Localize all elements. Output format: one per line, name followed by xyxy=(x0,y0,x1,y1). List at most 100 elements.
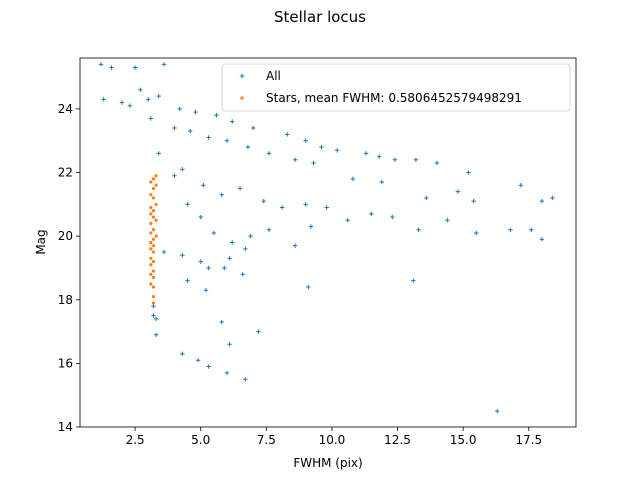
data-point-all xyxy=(151,313,156,318)
x-tick-label: 7.5 xyxy=(257,433,276,447)
legend-label-stars: Stars, mean FWHM: 0.5806452579498291 xyxy=(266,91,522,105)
data-point-all xyxy=(153,332,159,337)
data-point-all xyxy=(172,125,177,131)
data-point-all xyxy=(224,370,230,376)
data-point-star xyxy=(154,202,158,206)
data-point-all xyxy=(261,198,266,204)
data-point-all xyxy=(319,144,324,150)
data-point-all xyxy=(193,109,198,115)
data-point-all xyxy=(350,176,356,182)
data-point-star xyxy=(149,180,153,184)
data-point-all xyxy=(411,278,416,283)
data-point-all xyxy=(303,202,308,207)
data-point-star xyxy=(151,269,156,273)
data-point-all xyxy=(240,272,245,277)
data-point-all xyxy=(445,218,450,223)
data-point-all xyxy=(256,329,261,334)
data-point-all xyxy=(248,233,253,239)
data-point-star xyxy=(151,244,156,248)
y-tick-label: 22 xyxy=(58,166,73,180)
data-point-all xyxy=(180,253,185,258)
data-point-all xyxy=(127,103,133,108)
data-point-all xyxy=(416,227,421,232)
data-point-all xyxy=(334,148,340,153)
data-point-all xyxy=(311,160,316,166)
data-point-all xyxy=(203,288,209,293)
data-point-all xyxy=(206,265,211,271)
data-point-all xyxy=(224,138,230,143)
data-point-all xyxy=(211,230,217,236)
data-point-all xyxy=(369,211,374,217)
data-point-all xyxy=(279,205,285,210)
data-point-all xyxy=(161,62,167,67)
data-point-all xyxy=(539,237,545,242)
data-point-star xyxy=(149,212,153,216)
data-point-all xyxy=(198,214,203,220)
data-point-all xyxy=(146,97,151,102)
data-point-star xyxy=(149,263,153,267)
legend: All Stars, mean FWHM: 0.5806452579498291 xyxy=(221,63,571,112)
data-point-star xyxy=(151,237,156,241)
data-point-all xyxy=(101,97,106,102)
data-point-all xyxy=(266,227,272,232)
data-point-all xyxy=(156,93,161,99)
data-point-all xyxy=(466,170,471,175)
series-all xyxy=(98,62,555,414)
data-point-star xyxy=(149,193,153,197)
data-point-all xyxy=(471,198,476,204)
data-point-all xyxy=(243,246,248,252)
data-point-all xyxy=(495,408,500,414)
series-stars xyxy=(149,174,158,305)
axes-frame xyxy=(79,57,577,428)
y-tick-label: 20 xyxy=(58,229,73,243)
x-tick-label: 15.0 xyxy=(450,433,477,447)
data-point-all xyxy=(390,214,395,220)
data-point-star xyxy=(149,231,153,235)
data-point-all xyxy=(237,186,243,191)
data-point-all xyxy=(156,151,161,156)
data-point-all xyxy=(345,218,350,223)
data-point-all xyxy=(119,100,125,105)
data-point-star xyxy=(154,183,158,187)
y-tick-label: 14 xyxy=(58,420,73,434)
data-point-all xyxy=(148,116,154,121)
data-point-all xyxy=(251,125,256,131)
data-point-all xyxy=(455,189,461,194)
y-axis-label: Mag xyxy=(34,229,48,254)
chart-title: Stellar locus xyxy=(274,8,366,26)
y-tick-label: 16 xyxy=(58,356,73,370)
data-point-star xyxy=(151,275,156,280)
data-point-all xyxy=(201,183,206,188)
x-tick-label: 17.5 xyxy=(515,433,542,447)
data-point-all xyxy=(109,65,114,70)
data-point-all xyxy=(227,256,232,261)
data-point-star xyxy=(151,294,156,299)
data-point-all xyxy=(185,278,190,283)
data-point-all xyxy=(292,157,298,162)
data-point-star xyxy=(149,247,153,251)
data-point-all xyxy=(172,173,177,178)
data-point-all xyxy=(363,151,369,156)
legend-label-all: All xyxy=(266,69,281,83)
data-point-star xyxy=(149,240,153,245)
data-point-all xyxy=(180,351,185,357)
data-point-all xyxy=(151,303,156,309)
data-point-star xyxy=(151,186,156,191)
data-point-star xyxy=(149,221,153,226)
data-point-star xyxy=(149,256,153,261)
data-point-all xyxy=(308,224,314,229)
y-tick-label: 24 xyxy=(58,102,73,116)
x-axis: 2.5 5.0 7.5 10.0 12.5 15.0 17.5 xyxy=(126,427,542,447)
data-point-all xyxy=(206,135,211,140)
data-point-all xyxy=(324,205,329,210)
data-point-all xyxy=(529,227,534,232)
data-point-all xyxy=(227,342,232,347)
data-point-all xyxy=(379,179,384,185)
x-tick-label: 10.0 xyxy=(319,433,346,447)
legend-marker-all xyxy=(239,73,245,79)
data-point-all xyxy=(219,192,224,197)
legend-plus-marker xyxy=(239,73,245,79)
x-tick-label: 5.0 xyxy=(191,433,210,447)
data-point-all xyxy=(198,259,203,264)
